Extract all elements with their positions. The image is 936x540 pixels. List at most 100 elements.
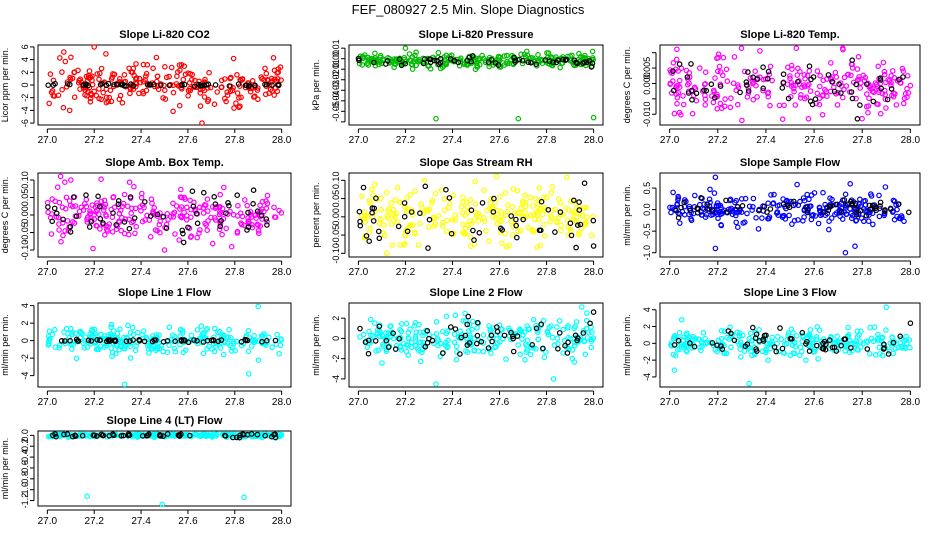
data-point (258, 212, 265, 219)
data-point (181, 209, 187, 216)
data-point (227, 75, 234, 82)
data-point (764, 76, 771, 82)
data-point (61, 431, 67, 438)
data-point (738, 196, 745, 202)
data-point (808, 76, 814, 83)
data-point (429, 200, 435, 206)
data-point (571, 57, 578, 64)
data-point (533, 322, 539, 329)
data-point (711, 94, 718, 101)
data-point (816, 83, 823, 90)
data-point (236, 95, 242, 101)
data-point (249, 78, 256, 84)
data-point (449, 217, 456, 223)
data-point (93, 222, 100, 229)
y-tick-label: 0.10 (20, 171, 30, 189)
data-point (836, 81, 842, 88)
data-point (232, 347, 239, 354)
y-axis-label: ml/min per min. (622, 184, 632, 246)
data-point (489, 206, 496, 212)
y-tick-label: 0.0 (20, 429, 30, 442)
data-point (480, 348, 487, 355)
data-point (357, 218, 363, 225)
data-point (516, 56, 523, 63)
data-point (588, 336, 595, 343)
data-point (670, 87, 677, 94)
y-axis-label: ml/min per min. (622, 314, 632, 376)
data-point (473, 212, 480, 219)
data-point (367, 225, 373, 232)
data-point (865, 109, 871, 116)
data-point (779, 214, 786, 221)
data-point (499, 240, 505, 247)
data-point (876, 351, 883, 357)
data-point (468, 207, 475, 214)
data-point (814, 68, 821, 74)
data-point (128, 219, 135, 226)
data-point (670, 59, 677, 66)
data-point (885, 351, 892, 357)
data-point (530, 203, 536, 209)
data-point (139, 433, 146, 439)
data-point (568, 232, 575, 239)
data-point (248, 431, 255, 437)
data-point (857, 80, 864, 86)
data-point (212, 82, 219, 88)
y-axis-label: ml/min per min. (311, 314, 321, 376)
data-point (857, 207, 864, 214)
data-point (83, 82, 89, 88)
data-point (698, 347, 704, 354)
data-point (73, 213, 80, 220)
data-point (436, 61, 442, 67)
data-point (200, 339, 207, 345)
data-point (142, 199, 148, 205)
data-point (413, 49, 419, 56)
data-point (220, 351, 227, 358)
data-point (164, 211, 171, 217)
data-point (541, 354, 548, 361)
data-point (581, 52, 588, 59)
y-tick-label: 0.00 (331, 50, 341, 68)
data-point (545, 207, 552, 213)
data-point (804, 209, 811, 216)
data-point (244, 202, 251, 209)
data-point (877, 110, 884, 117)
data-point (741, 68, 748, 75)
data-point (76, 213, 82, 219)
data-point (515, 228, 522, 235)
data-point (150, 65, 156, 72)
data-point (170, 89, 177, 96)
data-point (589, 55, 596, 61)
data-point (98, 198, 105, 205)
data-point (481, 218, 488, 225)
data-point (56, 221, 62, 227)
data-point (521, 209, 528, 215)
data-point (129, 205, 135, 212)
data-point (668, 209, 674, 216)
data-point (571, 359, 578, 365)
y-tick-label: 0 (20, 338, 30, 343)
data-point (557, 211, 564, 218)
data-point (170, 214, 177, 220)
data-point (88, 90, 94, 97)
data-point (111, 204, 118, 211)
data-point (744, 82, 750, 88)
data-point (884, 96, 891, 103)
data-point (68, 177, 74, 183)
data-point (414, 57, 421, 64)
data-point (546, 324, 553, 331)
data-point (533, 61, 540, 68)
y-tick-label: 0.00 (331, 208, 341, 226)
data-point (894, 206, 900, 213)
y-axis-label: kPa per min. (311, 60, 321, 111)
data-point (433, 381, 439, 387)
data-point (807, 88, 814, 94)
data-point (221, 184, 227, 191)
data-point (462, 310, 468, 317)
data-point (225, 200, 231, 206)
data-point (130, 337, 136, 343)
data-point (893, 102, 900, 108)
data-point (157, 218, 164, 225)
data-point (897, 333, 904, 340)
data-point (473, 340, 480, 347)
